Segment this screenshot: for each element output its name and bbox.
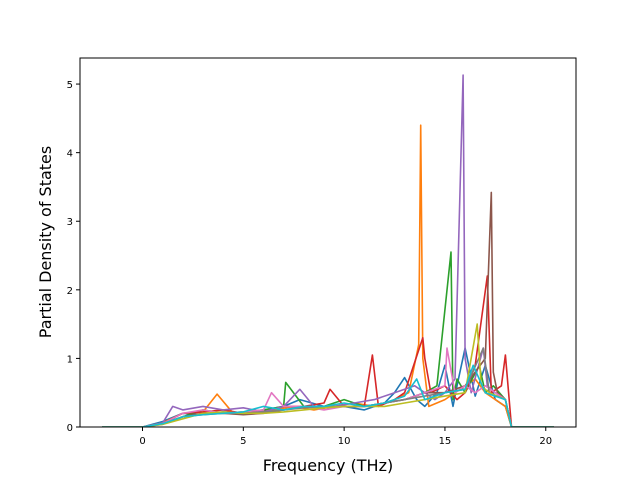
y-axis-title: Partial Density of States [36,146,55,338]
y-tick-label: 5 [67,80,73,91]
x-axis-ticks: 0 5 10 15 20 [139,427,552,447]
y-tick-label: 3 [67,217,73,228]
y-tick-label: 4 [67,149,73,160]
x-tick-label: 20 [539,436,552,447]
x-tick-label: 10 [338,436,351,447]
plot-frame [79,57,577,428]
x-axis-title: Frequency (THz) [263,456,393,475]
x-tick-label: 5 [240,436,246,447]
y-axis-ticks: 0 1 2 3 4 5 [67,80,80,434]
plot-series [102,74,554,427]
x-tick-label: 0 [139,436,145,447]
series-line-10 [102,364,554,427]
y-tick-label: 1 [67,354,73,365]
y-tick-label: 2 [67,286,73,297]
y-tick-label: 0 [67,423,73,434]
x-tick-label: 15 [439,436,452,447]
